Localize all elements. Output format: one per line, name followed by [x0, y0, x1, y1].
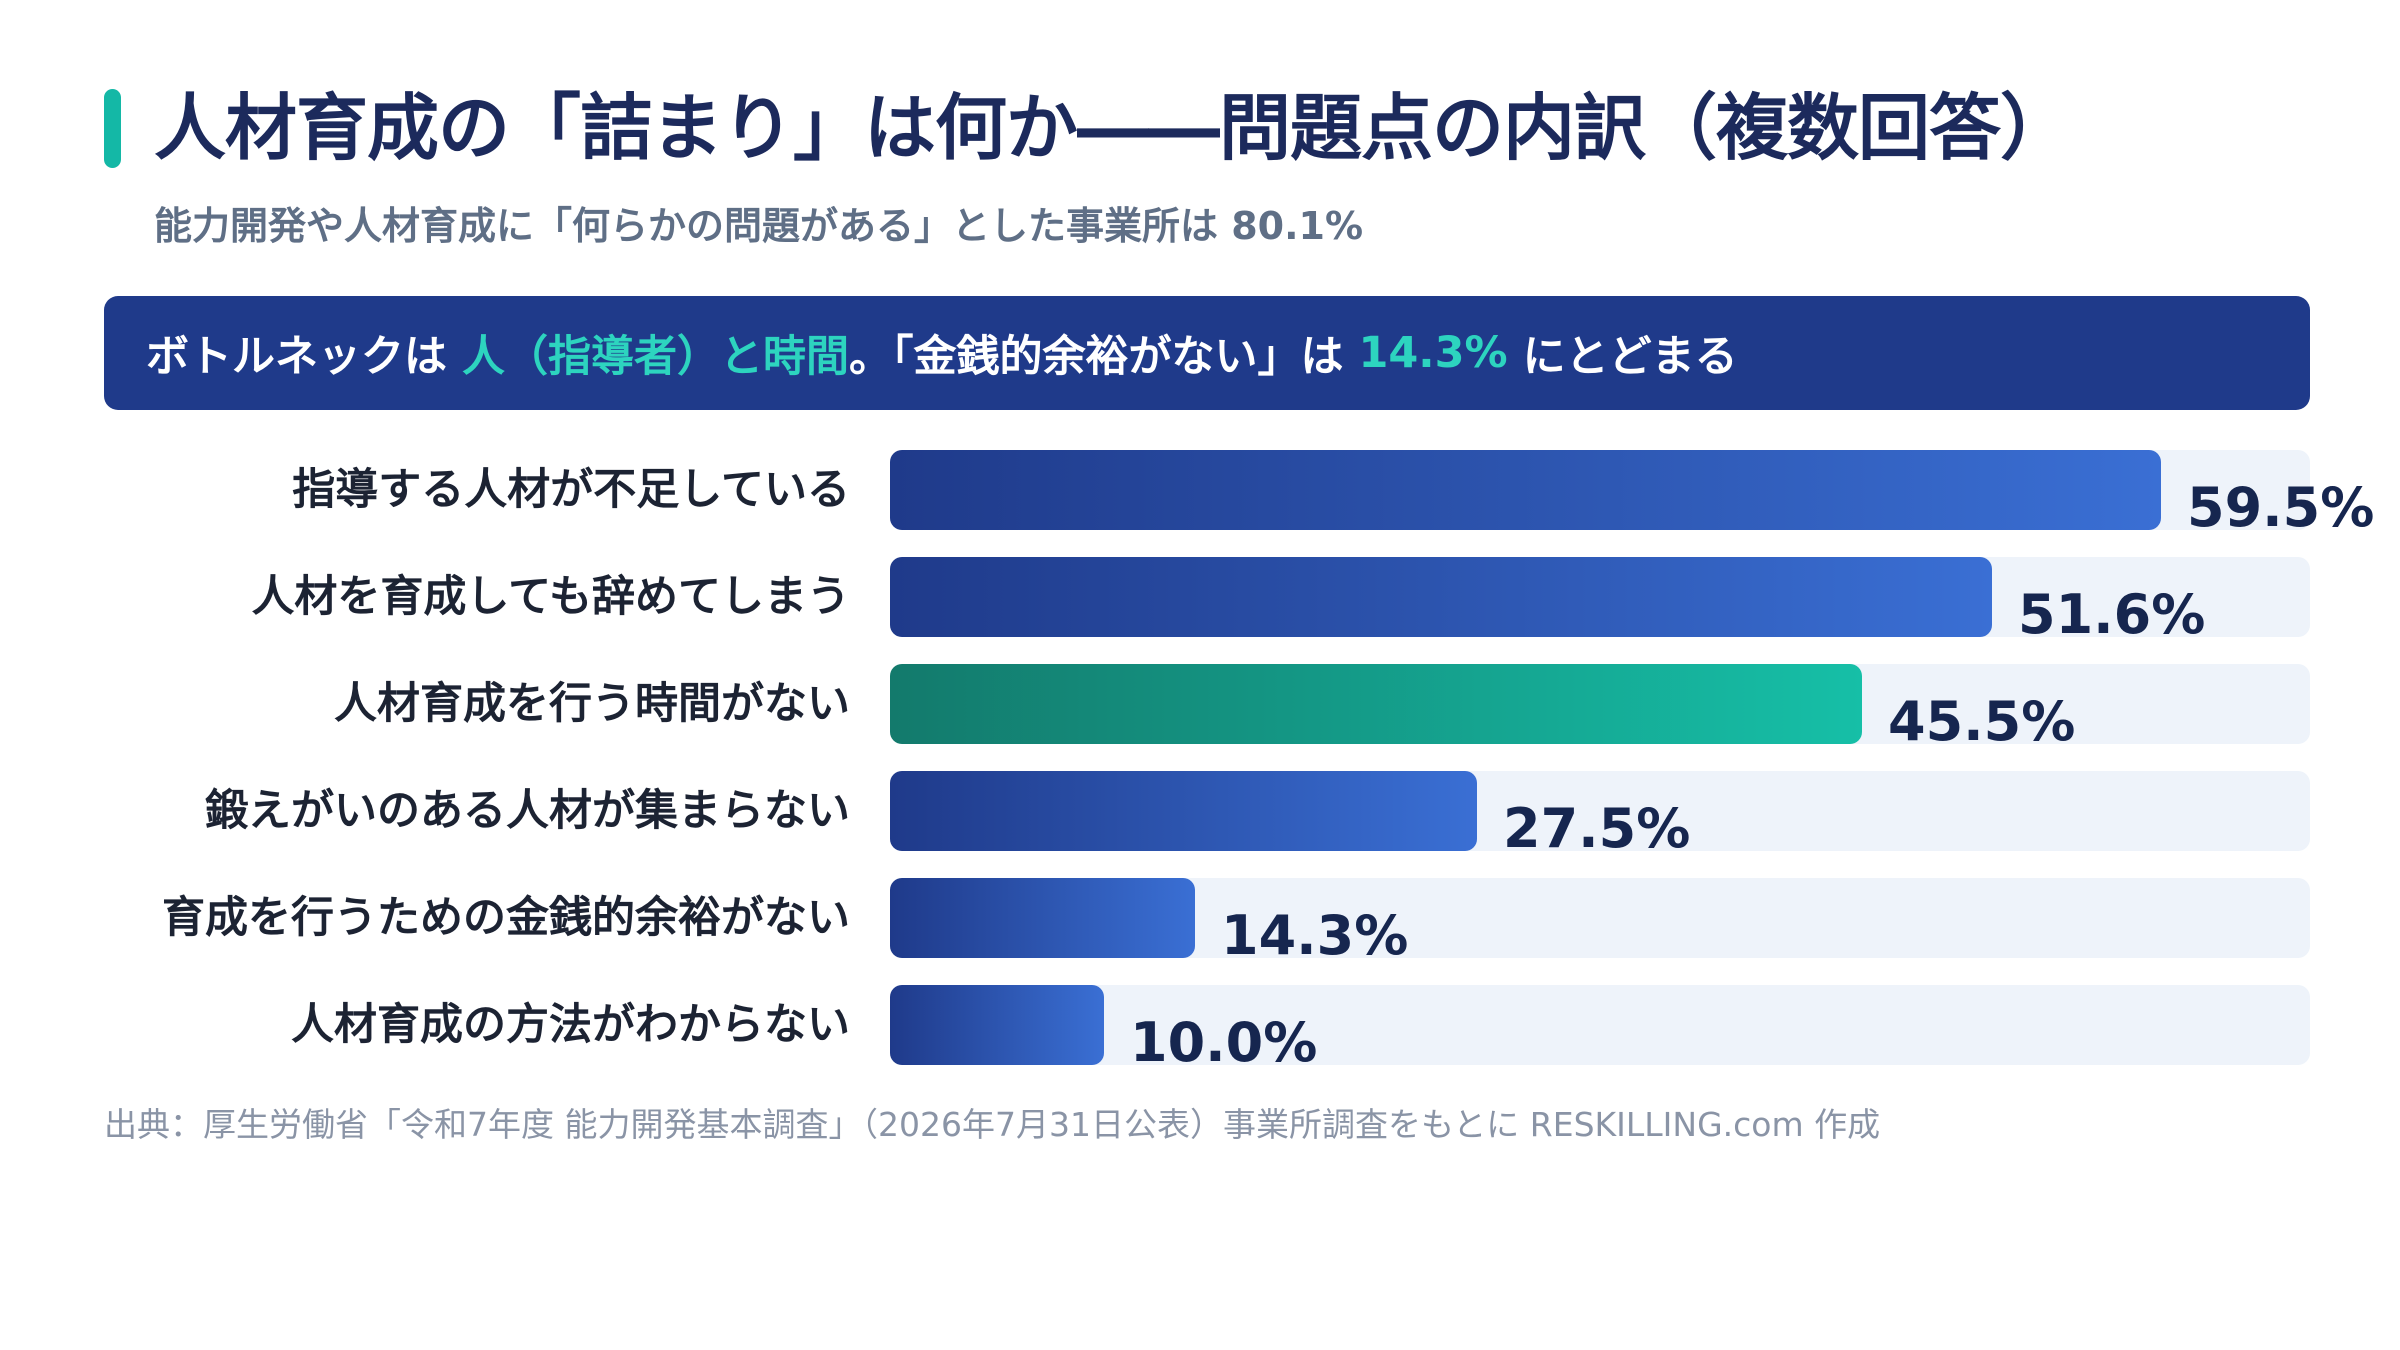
source-note: 出典：厚生労働省「令和7年度 能力開発基本調査」（2026年7月31日公表）事業…: [104, 1105, 1881, 1144]
category-label: 人材育成を行う時間がない: [334, 679, 850, 729]
value-label: 14.3%: [1221, 904, 1409, 967]
bar: [890, 450, 2161, 530]
title-accent-bar: [104, 89, 121, 168]
value-label: 51.6%: [2018, 583, 2206, 646]
value-label: 27.5%: [1503, 797, 1691, 860]
bar: [890, 985, 1104, 1065]
bar-track: [890, 557, 2310, 637]
value-label: 45.5%: [1888, 690, 2076, 753]
bar-track: [890, 985, 2310, 1065]
bar-track: [890, 664, 2310, 744]
callout-highlight-percent: 14.3%: [1358, 328, 1508, 378]
bar: [890, 878, 1195, 958]
value-label: 59.5%: [2187, 476, 2375, 539]
key-finding-banner: ボトルネックは 人（指導者）と時間 。「金銭的余裕がない」は 14.3% にとど…: [104, 296, 2310, 410]
category-label: 人材を育成しても辞めてしまう: [251, 572, 850, 622]
bar-track: [890, 450, 2310, 530]
bar: [890, 664, 1862, 744]
category-label: 鍛えがいのある人材が集まらない: [205, 786, 850, 836]
category-label: 指導する人材が不足している: [292, 465, 850, 515]
callout-middle: 。「金銭的余裕がない」は: [848, 332, 1344, 382]
category-label: 育成を行うための金銭的余裕がない: [162, 893, 850, 943]
category-label: 人材育成の方法がわからない: [291, 1000, 850, 1050]
bar: [890, 557, 1992, 637]
callout-prefix: ボトルネックは: [146, 332, 447, 382]
page-subtitle: 能力開発や人材育成に「何らかの問題がある」とした事業所は 80.1%: [154, 204, 1364, 248]
callout-suffix: にとどまる: [1522, 332, 1738, 382]
callout-highlight-bottleneck: 人（指導者）と時間: [461, 332, 849, 382]
bar-track: [890, 771, 2310, 851]
bar-track: [890, 878, 2310, 958]
value-label: 10.0%: [1130, 1011, 1318, 1074]
page-title: 人材育成の「詰まり」は何か――問題点の内訳（複数回答）: [154, 86, 2072, 170]
bar: [890, 771, 1477, 851]
